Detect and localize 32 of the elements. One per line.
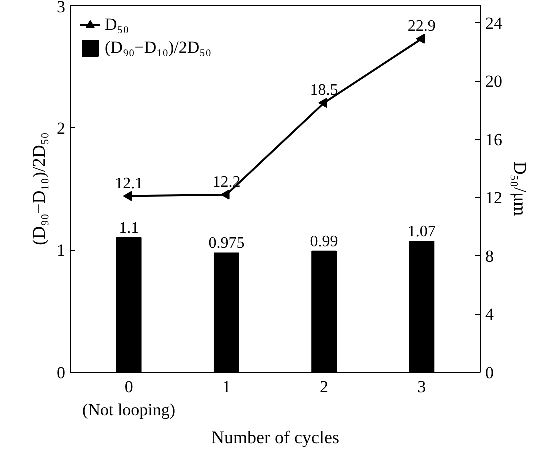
data-label: 0.975 [208,235,245,252]
y-tick-label: 2 [57,118,66,138]
y2-tick-label: 4 [486,305,494,324]
y-axis-title: (D₉₀−D₁₀)/2D₅₀ [29,132,49,246]
x-tick-label: 2 [320,378,329,396]
legend-label: (D₉₀−D₁₀)/2D₅₀ [105,38,212,58]
x-tick-label: 3 [418,378,426,396]
point [416,34,426,44]
data-label: 12.2 [212,174,241,191]
legend-label: D₅₀ [105,15,130,35]
y2-tick-label: 12 [486,188,502,208]
data-label: 18.5 [310,82,338,100]
y2-axis-title: D₅₀/μm [510,162,530,216]
point [318,98,328,108]
y2-tick-label: 8 [486,246,494,266]
data-label: 1.1 [119,220,140,237]
data-label: 22.9 [408,18,436,35]
y2-tick-label: 16 [486,130,502,150]
x-axis-title: Number of cycles [212,427,340,448]
data-label: 1.07 [408,224,436,241]
data-label: 12.1 [115,175,144,192]
y-tick-label: 3 [57,0,66,16]
x-tick-label: 1 [222,378,231,396]
y-tick-label: 1 [57,241,66,260]
x-tick-label: 0 (Not looping) [82,378,176,420]
y-tick-label: 0 [57,364,66,382]
data-label: 0.99 [310,233,338,250]
y2-tick-label: 0 [486,364,494,382]
y2-tick-label: 20 [486,72,502,92]
y2-tick-label: 24 [486,14,503,33]
point [220,190,230,200]
point [123,191,132,202]
